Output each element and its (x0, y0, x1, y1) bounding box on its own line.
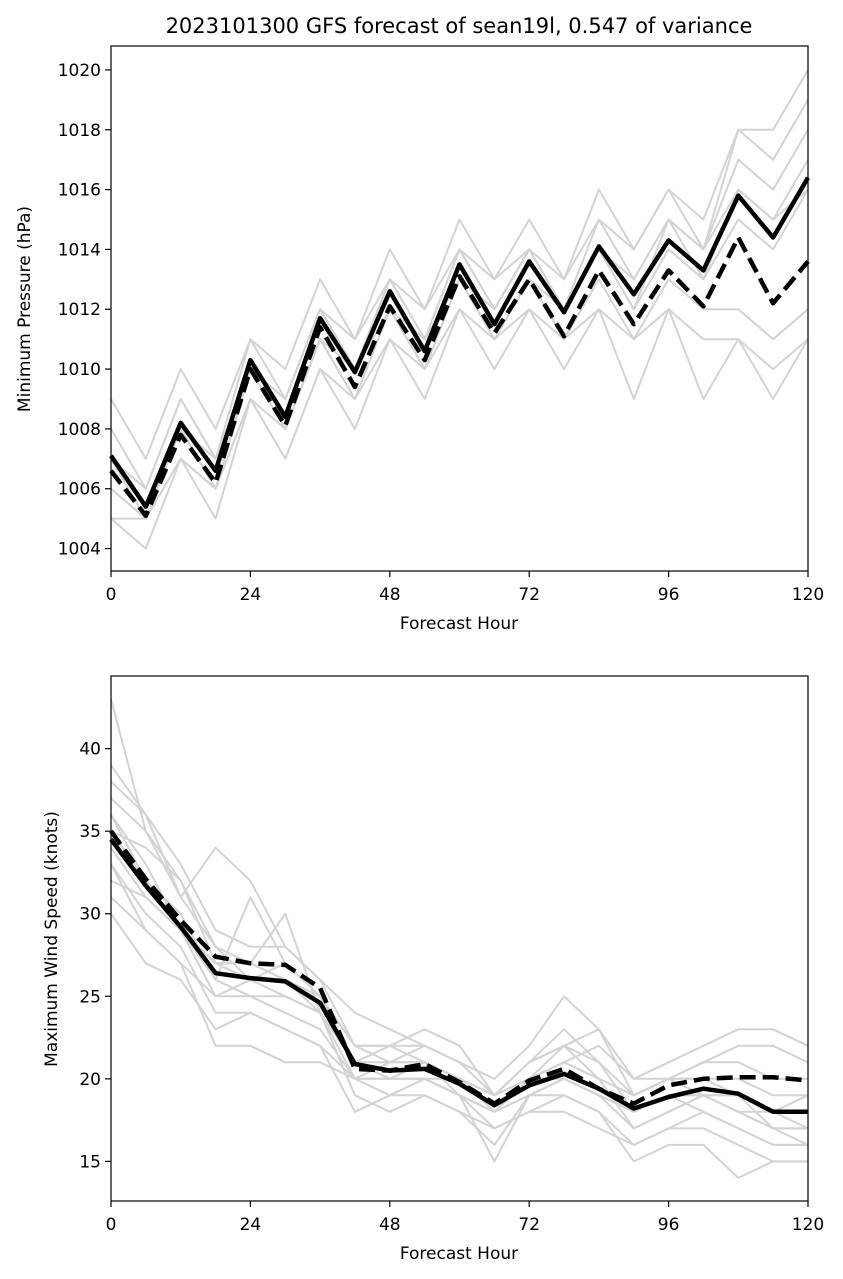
pressure-y-tick-label: 1004 (58, 540, 101, 560)
pressure-x-axis-label: Forecast Hour (400, 614, 518, 634)
pressure-x-ticks: 0 24 48 72 96 120 (106, 571, 824, 605)
wind-solid-line (109, 838, 808, 1115)
wind-x-tick-label: 0 (106, 1215, 117, 1235)
pressure-y-tick-label: 1008 (58, 420, 101, 440)
pressure-y-tick-label: 1010 (58, 360, 101, 380)
pressure-y-axis-label: Minimum Pressure (hPa) (15, 206, 35, 412)
pressure-x-tick-label: 120 (792, 585, 824, 605)
pressure-member-line-10 (110, 308, 809, 520)
pressure-x-tick-label: 96 (658, 585, 680, 605)
wind-series-group (109, 698, 809, 1179)
pressure-y-tick-label: 1020 (58, 61, 101, 81)
wind-x-tick-label: 96 (658, 1215, 680, 1235)
wind-x-tick-label: 48 (379, 1215, 401, 1235)
pressure-x-tick-label: 72 (518, 585, 540, 605)
wind-y-tick-label: 30 (79, 905, 101, 925)
wind-x-ticks: 0 24 48 72 96 120 (106, 1201, 824, 1235)
wind-y-tick-label: 15 (79, 1152, 101, 1172)
wind-member-line-14 (110, 863, 808, 1146)
pressure-y-tick-label: 1012 (58, 300, 101, 320)
pressure-dashed-line (109, 235, 810, 518)
wind-plot-frame (110, 675, 809, 1202)
wind-y-tick-label: 25 (79, 987, 101, 1007)
pressure-solid-line (109, 176, 810, 509)
pressure-y-tick-label: 1014 (58, 240, 101, 260)
wind-y-ticks: 15 20 25 30 35 40 (79, 740, 111, 1172)
pressure-plot-frame (110, 45, 809, 572)
wind-x-axis-label: Forecast Hour (400, 1244, 518, 1264)
wind-x-tick-label: 24 (240, 1215, 262, 1235)
wind-y-tick-label: 20 (79, 1070, 101, 1090)
wind-member-line-13 (110, 913, 808, 1130)
pressure-x-tick-label: 48 (379, 585, 401, 605)
pressure-y-tick-label: 1006 (58, 480, 101, 500)
pressure-x-tick-label: 0 (106, 585, 117, 605)
pressure-series-group (109, 69, 810, 550)
pressure-y-tick-label: 1018 (58, 121, 101, 141)
wind-member-line-11 (110, 879, 808, 1179)
wind-y-tick-label: 35 (79, 822, 101, 842)
wind-y-tick-label: 40 (79, 740, 101, 760)
pressure-chart-title: 2023101300 GFS forecast of sean19l, 0.54… (166, 14, 753, 38)
pressure-member-line-2 (110, 69, 809, 460)
pressure-chart: 2023101300 GFS forecast of sean19l, 0.54… (15, 14, 824, 634)
pressure-x-tick-label: 24 (240, 585, 262, 605)
wind-x-tick-label: 120 (792, 1215, 824, 1235)
pressure-y-tick-label: 1016 (58, 181, 101, 201)
wind-x-tick-label: 72 (518, 1215, 540, 1235)
wind-y-axis-label: Maximum Wind Speed (knots) (42, 811, 62, 1067)
pressure-y-ticks: 1004 1006 1008 1010 1012 1014 1016 1018 1020 (58, 61, 111, 560)
